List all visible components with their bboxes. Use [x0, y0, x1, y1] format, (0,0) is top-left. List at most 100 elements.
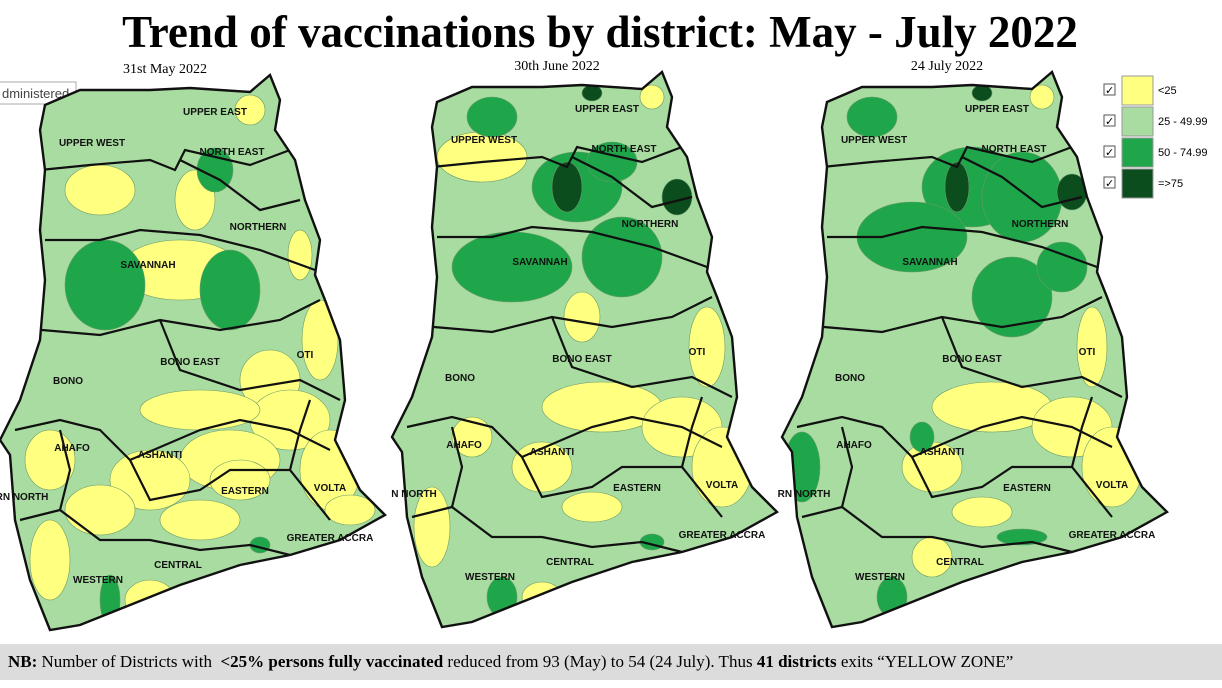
district-area	[971, 256, 1053, 338]
district-area	[29, 519, 71, 601]
region-label: BONO EAST	[942, 354, 1001, 365]
check: ✓	[1105, 116, 1114, 128]
district-area	[944, 161, 970, 213]
region-label: BONO	[835, 373, 865, 384]
region-label: RN NORTH	[0, 492, 48, 503]
region-label: ASHANTI	[138, 450, 183, 461]
legend-label: 25 - 49.99	[1158, 116, 1208, 128]
region-border	[14, 418, 331, 462]
check: ✓	[1105, 178, 1114, 190]
district-area	[199, 249, 261, 331]
region-label: NORTH EAST	[592, 144, 657, 155]
district-area	[124, 579, 176, 621]
region-label: BONO	[445, 373, 475, 384]
region-label: SAVANNAH	[120, 260, 175, 271]
district-area	[64, 164, 136, 216]
district-map: UPPER EAST UPPER WEST NORTH EAST NORTHERN SA…	[778, 59, 1169, 629]
region-border	[796, 415, 1113, 459]
region-border	[45, 228, 316, 272]
legend-swatch	[1121, 137, 1154, 168]
region-border	[521, 456, 723, 518]
district-area	[24, 429, 76, 491]
country-border	[390, 70, 779, 629]
region-border	[823, 296, 1103, 334]
checkbox	[1103, 145, 1116, 158]
region-label: WESTERN	[73, 575, 123, 586]
region-border	[961, 156, 1083, 209]
region-label: NORTHERN	[1012, 219, 1069, 230]
region-label: UPPER EAST	[575, 104, 639, 115]
district-area	[521, 581, 563, 613]
checkbox	[1103, 114, 1116, 127]
district-area	[1076, 306, 1108, 388]
region-border	[911, 456, 1113, 518]
region-border	[406, 415, 723, 459]
region-label: VOLTA	[1096, 480, 1128, 491]
region-label: BONO	[53, 376, 83, 387]
legend-swatch	[1121, 168, 1154, 199]
district-area	[581, 84, 603, 102]
region-border	[680, 396, 704, 468]
legend-label: 50 - 74.99	[1158, 147, 1208, 159]
note-text: Number of Districts with	[37, 652, 221, 671]
region-label: WESTERN	[465, 572, 515, 583]
region-label: AHAFO	[54, 443, 90, 454]
district-area	[301, 299, 339, 381]
note-text: <25% persons fully vaccinated	[220, 652, 444, 671]
district-area	[413, 486, 451, 568]
region-label: NORTHERN	[230, 222, 287, 233]
region-border	[821, 145, 1073, 169]
region-border	[450, 426, 464, 508]
district-map: UPPER EAST UPPER WEST NORTH EAST NORTHERN SA…	[0, 62, 387, 632]
maps-figure: Trend of vaccinations by district: May -…	[0, 7, 1208, 632]
region-border	[158, 319, 341, 401]
map-date: 24 July 2022	[911, 59, 983, 74]
region-label: ASHANTI	[920, 447, 965, 458]
region-border	[431, 145, 683, 169]
region-label: AHAFO	[836, 440, 872, 451]
region-label: EASTERN	[221, 486, 269, 497]
region-label: OTI	[1079, 347, 1096, 358]
checkbox	[1103, 176, 1116, 189]
district-fills	[783, 84, 1143, 618]
region-label: NORTH EAST	[200, 147, 265, 158]
region-border	[827, 225, 1098, 269]
region-label: EASTERN	[1003, 483, 1051, 494]
region-label: UPPER WEST	[841, 135, 907, 146]
region-label: CENTRAL	[154, 560, 202, 571]
region-border	[940, 316, 1123, 398]
checkbox	[1103, 83, 1116, 96]
region-border	[840, 426, 854, 508]
district-area	[287, 229, 313, 281]
region-label: NORTHERN	[622, 219, 679, 230]
district-area	[159, 499, 241, 541]
district-area	[688, 306, 726, 388]
region-label: WESTERN	[855, 572, 905, 583]
region-label: VOLTA	[314, 483, 346, 494]
map-date: 31st May 2022	[123, 62, 207, 77]
region-label: SAVANNAH	[902, 257, 957, 268]
region-label: OTI	[297, 350, 314, 361]
district-area	[324, 494, 376, 526]
note-text: exits “YELLOW ZONE”	[836, 652, 1014, 671]
district-area	[64, 239, 146, 331]
district-area	[639, 84, 665, 110]
region-label: EASTERN	[613, 483, 661, 494]
region-label: OTI	[689, 347, 706, 358]
region-border	[1070, 396, 1094, 468]
region-border	[437, 225, 708, 269]
region-border	[288, 399, 312, 471]
region-label: UPPER EAST	[965, 104, 1029, 115]
region-label: CENTRAL	[546, 557, 594, 568]
country-border	[0, 73, 387, 632]
country-border	[780, 70, 1169, 629]
region-border	[550, 316, 733, 398]
legend-swatch	[1121, 106, 1154, 137]
district-area	[451, 416, 493, 458]
region-label: AHAFO	[446, 440, 482, 451]
region-label: VOLTA	[706, 480, 738, 491]
district-area	[64, 484, 136, 536]
district-area	[139, 389, 261, 431]
region-label: GREATER ACCRA	[1069, 530, 1156, 541]
